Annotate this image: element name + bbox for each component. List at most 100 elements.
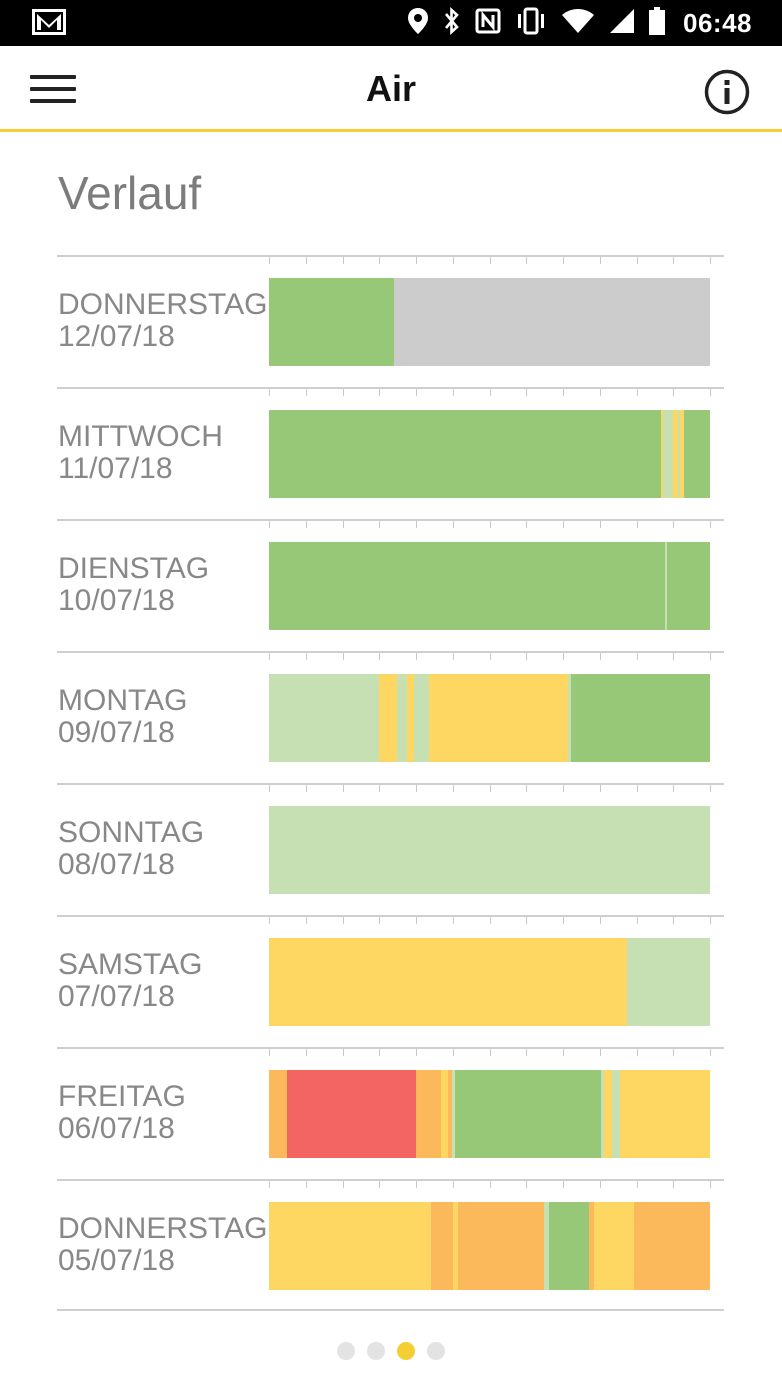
- day-label: SONNTAG: [58, 817, 205, 849]
- bar-segment-green: [548, 1202, 589, 1290]
- bar-segment-orange: [448, 1070, 453, 1158]
- bar-segment-yellow: [406, 674, 414, 762]
- bar-segment-lightgreen: [665, 542, 668, 630]
- bar-segment-yellow: [440, 1070, 448, 1158]
- info-icon[interactable]: [704, 69, 750, 115]
- page-dot[interactable]: [337, 1342, 355, 1360]
- bar-segment-yellow: [603, 1070, 613, 1158]
- hour-ticks: [269, 653, 711, 661]
- bar-segment-green: [269, 410, 662, 498]
- hour-ticks: [269, 785, 711, 793]
- page-dot[interactable]: [427, 1342, 445, 1360]
- bar-segment-lightgreen: [413, 674, 429, 762]
- page-title: Air: [365, 68, 416, 109]
- date-label: 08/07/18: [58, 848, 175, 881]
- hour-ticks: [269, 521, 711, 529]
- hamburger-menu-icon[interactable]: [30, 75, 78, 111]
- bar-segment-lightgreen: [568, 674, 572, 762]
- history-row[interactable]: SONNTAG 08/07/18: [57, 783, 724, 915]
- air-quality-bar: [269, 1202, 710, 1290]
- bar-segment-yellow: [661, 410, 664, 498]
- nfc-icon: [475, 8, 501, 39]
- day-label: MONTAG: [58, 685, 188, 717]
- date-label: 07/07/18: [58, 980, 175, 1013]
- bar-segment-yellow: [428, 674, 569, 762]
- bar-segment-orange: [457, 1202, 544, 1290]
- day-label: SAMSTAG: [58, 949, 203, 981]
- day-label: MITTWOCH: [58, 421, 223, 453]
- date-label: 10/07/18: [58, 584, 175, 617]
- bar-segment-lightgreen: [600, 1070, 604, 1158]
- bar-segment-yellow: [379, 674, 398, 762]
- bar-segment-yellow: [619, 1070, 710, 1158]
- hour-ticks: [269, 1049, 711, 1057]
- day-label: DIENSTAG: [58, 553, 210, 585]
- bar-segment-lightgreen: [269, 674, 380, 762]
- date-label: 05/07/18: [58, 1244, 175, 1277]
- hour-ticks: [269, 1181, 711, 1189]
- battery-icon: [649, 6, 665, 40]
- day-label: FREITAG: [58, 1081, 186, 1113]
- air-quality-bar: [269, 278, 710, 366]
- bar-segment-lightgreen: [269, 806, 710, 894]
- bar-segment-green: [667, 542, 710, 630]
- bar-segment-gray: [393, 278, 710, 366]
- history-row[interactable]: MONTAG 09/07/18: [57, 651, 724, 783]
- air-quality-bar: [269, 1070, 710, 1158]
- history-row[interactable]: FREITAG 06/07/18: [57, 1047, 724, 1179]
- hour-ticks: [269, 917, 711, 925]
- bar-segment-yellow: [593, 1202, 634, 1290]
- wifi-icon: [561, 8, 595, 39]
- bar-segment-lightgreen: [452, 1070, 456, 1158]
- bar-segment-lightgreen: [612, 1070, 620, 1158]
- bar-segment-lightgreen: [397, 674, 407, 762]
- bar-segment-yellow: [680, 410, 685, 498]
- app-bar: Air: [0, 46, 782, 132]
- date-label: 11/07/18: [58, 452, 173, 485]
- history-row[interactable]: DIENSTAG 10/07/18: [57, 519, 724, 651]
- bluetooth-icon: [443, 6, 461, 40]
- bar-segment-orange: [415, 1070, 441, 1158]
- bar-segment-yellow: [269, 938, 628, 1026]
- air-quality-bar: [269, 674, 710, 762]
- bar-segment-orange: [588, 1202, 594, 1290]
- day-label: DONNERSTAG: [58, 1213, 268, 1245]
- hour-ticks: [269, 389, 711, 397]
- air-quality-bar: [269, 938, 710, 1026]
- bar-segment-orange: [269, 1070, 287, 1158]
- bar-segment-lightgreen: [627, 938, 710, 1026]
- section-title: Verlauf: [58, 167, 202, 219]
- bar-segment-red: [286, 1070, 416, 1158]
- page-dot[interactable]: [397, 1342, 415, 1360]
- air-quality-bar: [269, 542, 710, 630]
- bar-segment-lightgreen: [677, 410, 680, 498]
- history-row[interactable]: DONNERSTAG 05/07/18: [57, 1179, 724, 1311]
- bar-segment-yellow: [673, 410, 678, 498]
- bar-segment-green: [269, 278, 394, 366]
- history-row[interactable]: DONNERSTAG 12/07/18: [57, 255, 724, 387]
- page-indicator: [0, 1342, 782, 1360]
- location-icon: [407, 7, 429, 40]
- bar-segment-orange: [633, 1202, 710, 1290]
- signal-icon: [609, 8, 635, 39]
- bar-segment-lightgreen: [663, 410, 674, 498]
- bar-segment-green: [571, 674, 710, 762]
- date-label: 06/07/18: [58, 1112, 175, 1145]
- date-label: 12/07/18: [58, 320, 175, 353]
- hour-ticks: [269, 257, 711, 265]
- bar-segment-lightgreen: [543, 1202, 549, 1290]
- bar-segment-yellow: [452, 1202, 458, 1290]
- air-quality-bar: [269, 410, 710, 498]
- bar-segment-green: [684, 410, 710, 498]
- history-row[interactable]: MITTWOCH 11/07/18: [57, 387, 724, 519]
- gmail-icon: [32, 9, 66, 35]
- air-quality-bar: [269, 806, 710, 894]
- page-dot[interactable]: [367, 1342, 385, 1360]
- bar-segment-green: [455, 1070, 601, 1158]
- vibrate-icon: [515, 7, 547, 40]
- day-label: DONNERSTAG: [58, 289, 268, 321]
- bar-segment-orange: [430, 1202, 453, 1290]
- clock: 06:48: [683, 7, 752, 38]
- history-row[interactable]: SAMSTAG 07/07/18: [57, 915, 724, 1047]
- bar-segment-yellow: [269, 1202, 431, 1290]
